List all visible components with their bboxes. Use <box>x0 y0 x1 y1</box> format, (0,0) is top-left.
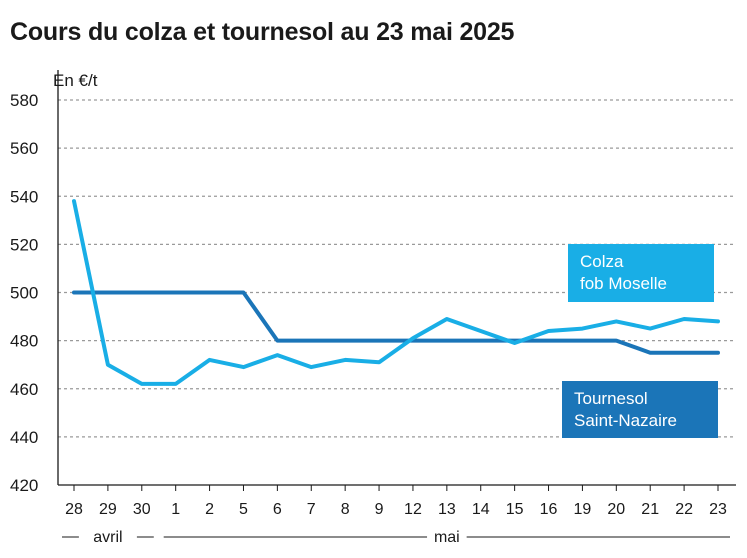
y-tick-label: 540 <box>10 187 38 206</box>
y-tick-label: 480 <box>10 332 38 351</box>
x-tick-label: 5 <box>239 501 248 518</box>
month-label: avril <box>93 529 122 546</box>
x-tick-label: 15 <box>506 501 524 518</box>
x-tick-label: 14 <box>472 501 490 518</box>
x-tick-label: 30 <box>133 501 151 518</box>
x-tick-label: 19 <box>574 501 592 518</box>
x-tick-label: 1 <box>171 501 180 518</box>
y-tick-label: 580 <box>10 91 38 110</box>
x-tick-label: 6 <box>273 501 282 518</box>
x-tick-label: 12 <box>404 501 422 518</box>
x-tick-label: 29 <box>99 501 117 518</box>
x-tick-label: 9 <box>375 501 384 518</box>
month-label: mai <box>434 529 460 546</box>
legend: Colza fob Moselle Tournesol Saint-Nazaire <box>562 244 718 438</box>
y-tick-label: 560 <box>10 139 38 158</box>
legend-label: Colza <box>580 252 624 271</box>
legend-box <box>568 244 714 302</box>
x-tick-label: 21 <box>641 501 659 518</box>
legend-label: fob Moselle <box>580 274 667 293</box>
x-tick-label: 8 <box>341 501 350 518</box>
x-tick-label: 16 <box>540 501 558 518</box>
x-tick-label: 28 <box>65 501 83 518</box>
x-tick-label: 13 <box>438 501 456 518</box>
legend-label: Tournesol <box>574 389 648 408</box>
y-tick-label: 440 <box>10 428 38 447</box>
y-tick-label: 420 <box>10 476 38 495</box>
x-axis-ticks: 28 29 30 1 2 5 6 7 8 9 12 13 14 15 16 19 20 21 22 23 <box>65 485 727 518</box>
x-tick-label: 22 <box>675 501 693 518</box>
month-labels: avril mai <box>62 529 730 546</box>
y-axis-unit-label: En €/t <box>53 71 98 90</box>
x-tick-label: 2 <box>205 501 214 518</box>
y-tick-label: 460 <box>10 380 38 399</box>
series-lines <box>72 199 720 386</box>
chart-title: Cours du colza et tournesol au 23 mai 20… <box>10 18 515 46</box>
legend-label: Saint-Nazaire <box>574 411 677 430</box>
y-tick-label: 500 <box>10 284 38 303</box>
y-tick-label: 520 <box>10 235 38 254</box>
x-tick-label: 23 <box>709 501 727 518</box>
legend-box <box>562 381 718 438</box>
x-tick-label: 20 <box>607 501 625 518</box>
series-line-tournesol <box>72 290 720 355</box>
y-axis-ticks: 420 440 460 480 500 520 540 560 580 <box>10 91 38 495</box>
series-line-colza <box>72 199 720 386</box>
x-tick-label: 7 <box>307 501 316 518</box>
